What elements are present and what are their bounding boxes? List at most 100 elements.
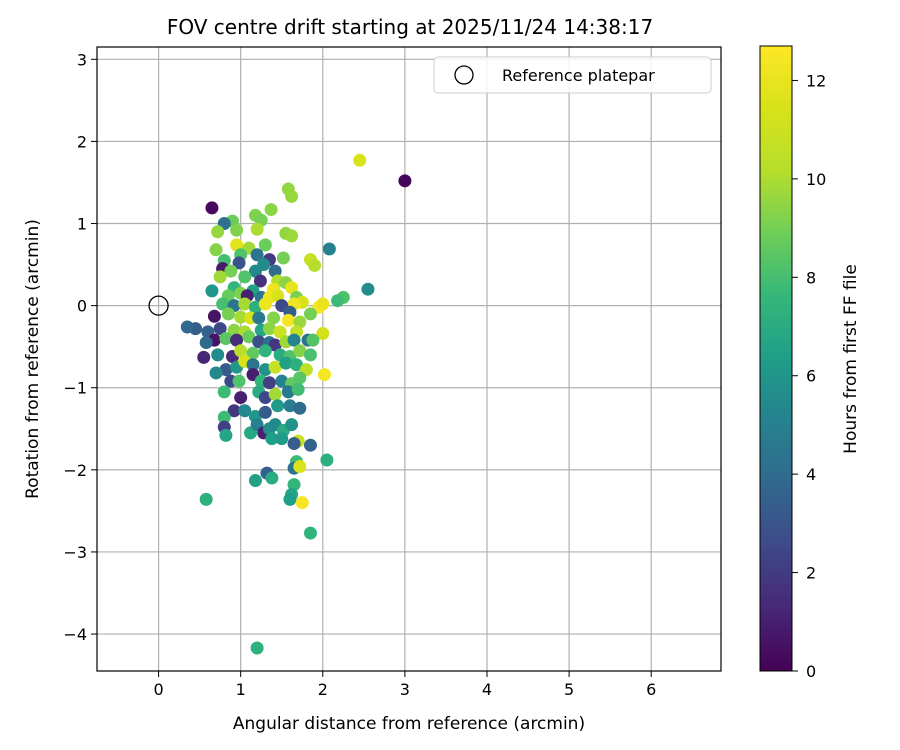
y-axis-label: Rotation from reference (arcmin) [23,219,43,499]
data-point [287,437,301,451]
data-point [248,300,262,314]
data-point [281,385,295,399]
data-point [232,374,246,388]
x-axis-ticks: 0 1 2 3 4 5 6 [153,671,656,699]
x-tick-label: 3 [400,680,410,699]
y-tick-label: 3 [77,50,87,69]
data-point [234,344,248,358]
data-point [234,391,248,405]
data-point [238,270,252,284]
data-point [306,333,320,347]
data-point [264,203,278,217]
data-point [268,360,282,374]
colorbar-ticks: 0 2 4 6 8 10 12 [792,71,826,681]
data-point [353,153,367,167]
data-point [217,410,231,424]
y-tick-label: −2 [63,461,87,480]
data-point [216,297,230,311]
data-point [295,496,309,510]
data-point [291,382,305,396]
data-point [361,282,375,296]
data-point [211,225,225,239]
data-point [303,526,317,540]
colorbar-tick-label: 0 [806,662,816,681]
data-point [279,356,293,370]
x-tick-label: 6 [646,680,656,699]
data-point [219,428,233,442]
data-point [234,310,248,324]
data-point [285,229,299,243]
x-axis-label: Angular distance from reference (arcmin) [233,714,585,734]
data-point [199,492,213,506]
data-point [317,368,331,382]
data-point [293,344,307,358]
data-point [331,294,345,308]
data-point [248,264,262,278]
grid-lines [97,47,721,671]
colorbar-tick-label: 6 [806,367,816,386]
data-point [316,327,330,341]
data-point [252,335,266,349]
data-point [285,281,299,295]
data-point [303,307,317,321]
colorbar-tick-label: 8 [806,268,816,287]
data-point [258,391,272,405]
x-tick-label: 1 [236,680,246,699]
axes-frame [96,46,722,672]
legend: Reference platepar [433,56,712,94]
legend-reference-marker [454,65,474,85]
data-point [283,492,297,506]
data-point [227,404,241,418]
colorbar-gradient [759,45,793,672]
data-point [230,223,244,237]
data-point [246,346,260,360]
data-point [211,348,225,362]
data-point [250,222,264,236]
colorbar-tick-label: 12 [806,71,826,90]
data-point [293,315,307,329]
data-point [293,460,307,474]
data-point [248,474,262,488]
data-point [213,322,227,336]
colorbar-label: Hours from first FF file [841,264,861,454]
data-point [252,311,266,325]
data-point [224,264,238,278]
data-point [217,385,231,399]
data-point [258,363,272,377]
colorbar: 0 2 4 6 8 10 12 Hours from first FF file [759,45,861,681]
chart-title: FOV centre drift starting at 2025/11/24 … [167,15,653,39]
data-point [199,336,213,350]
data-point [258,297,272,311]
x-tick-label: 0 [153,680,163,699]
data-point [268,387,282,401]
data-point [265,471,279,485]
y-axis-ticks: −4 −3 −2 −1 0 1 2 3 [63,50,97,644]
data-point [268,264,282,278]
y-tick-label: 1 [77,215,87,234]
data-point [275,374,289,388]
data-point [232,256,246,270]
data-point [227,323,241,337]
data-point [283,399,297,413]
data-point [265,432,279,446]
x-tick-label: 2 [318,680,328,699]
data-point [271,399,285,413]
data-point [230,333,244,347]
data-point [303,438,317,452]
x-tick-label: 4 [482,680,492,699]
data-point [275,432,289,446]
data-point [285,189,299,203]
data-point [209,243,223,257]
reference-platepar-marker [148,295,169,316]
colorbar-tick-label: 2 [806,564,816,583]
legend-label: Reference platepar [502,66,655,85]
data-point [209,366,223,380]
data-point [230,238,244,252]
colorbar-tick-label: 10 [806,170,826,189]
data-point [398,174,412,188]
y-tick-label: 2 [77,132,87,151]
data-point [285,418,299,432]
data-point [267,311,281,325]
data-point [268,338,282,352]
data-point [322,242,336,256]
